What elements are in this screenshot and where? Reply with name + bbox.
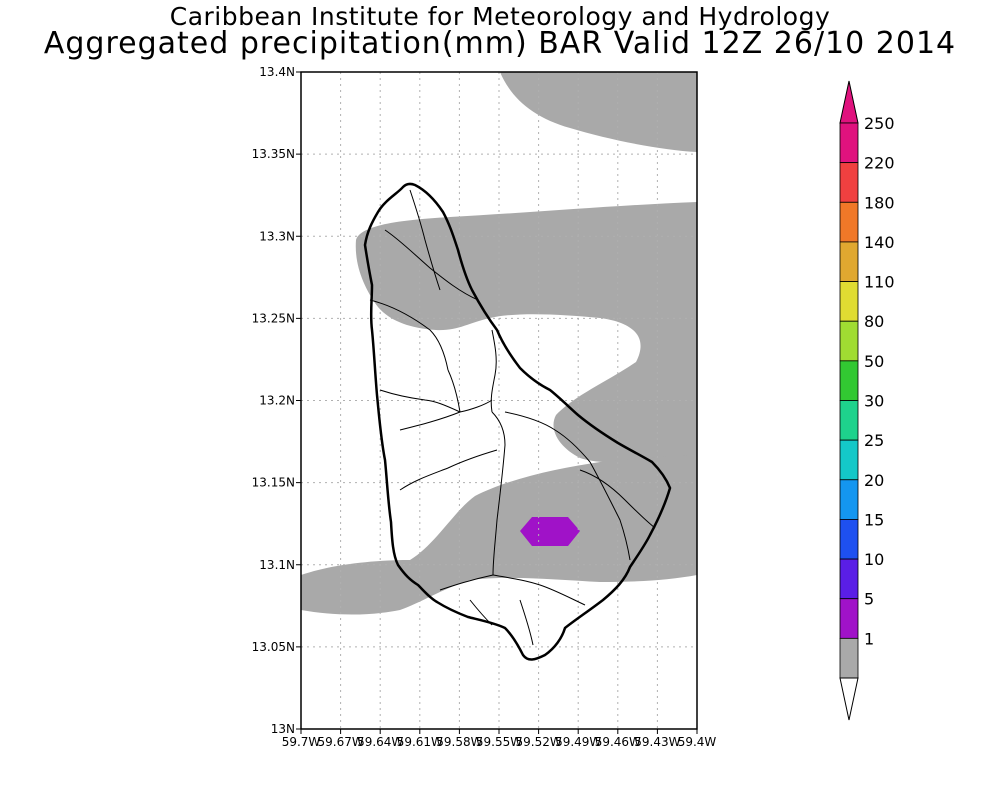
lat-tick-label: 13.3N: [259, 229, 295, 243]
lon-tick-label: 59.64W: [357, 735, 403, 749]
colorbar-segment: [839, 241, 859, 282]
lon-tick-label: 59.43W: [634, 735, 680, 749]
colorbar-label: 220: [864, 154, 895, 173]
colorbar-segment: [839, 479, 859, 520]
lat-tick-label: 13N: [271, 722, 295, 736]
lon-tick-label: 59.4W: [678, 735, 717, 749]
colorbar-segment: [839, 598, 859, 639]
precip-colorbar: 250 220 180 140 110 80 50 30 25 20 15 10 5 1: [839, 80, 895, 721]
lat-tick-label: 13.2N: [259, 394, 295, 408]
lat-tick-label: 13.1N: [259, 558, 295, 572]
colorbar-label: 30: [864, 392, 884, 411]
map-gridlines: [301, 72, 697, 729]
map-title-line2: Aggregated precipitation(mm) BAR Valid 1…: [43, 26, 957, 61]
colorbar-segment: [839, 360, 859, 401]
colorbar-label: 5: [864, 590, 874, 609]
colorbar-lower-arrow: [839, 677, 859, 721]
colorbar-segment: [839, 519, 859, 560]
lat-tick-label: 13.35N: [252, 147, 295, 161]
colorbar-segment: [839, 281, 859, 322]
lon-tick-label: 59.46W: [595, 735, 641, 749]
precip-area-1-5mm-north-band: [355, 202, 697, 463]
colorbar-segment: [839, 320, 859, 362]
colorbar-segment: [839, 558, 859, 600]
precip-area-1-5mm-northeast: [500, 72, 697, 152]
lon-tick-label: 59.52W: [515, 735, 561, 749]
colorbar-label: 20: [864, 471, 884, 490]
lat-tick-label: 13.15N: [252, 476, 295, 490]
colorbar-segment: [839, 201, 859, 243]
colorbar-segment: [839, 400, 859, 441]
colorbar-segment: [839, 122, 859, 164]
lon-tick-label: 59.49W: [555, 735, 601, 749]
colorbar-segment: [839, 162, 859, 203]
colorbar-upper-arrow: [839, 80, 859, 124]
lon-tick-label: 59.67W: [317, 735, 363, 749]
latitude-axis: 13N 13.05N 13.1N 13.15N 13.2N 13.25N 13.3N 13.3…: [252, 65, 301, 736]
colorbar-label: 250: [864, 114, 895, 133]
longitude-axis: 59.7W59.67W59.64W59.61W59.58W59.55W59.52…: [282, 729, 717, 749]
lat-tick-label: 13.25N: [252, 311, 295, 325]
precip-cell-5-10mm: [520, 517, 580, 546]
lon-tick-label: 59.58W: [436, 735, 482, 749]
colorbar-label: 10: [864, 550, 884, 569]
colorbar-label: 1: [864, 629, 874, 648]
colorbar-segment: [839, 439, 859, 481]
lon-tick-label: 59.61W: [397, 735, 443, 749]
colorbar-label: 140: [864, 233, 895, 252]
colorbar-label: 15: [864, 510, 884, 529]
colorbar-label: 80: [864, 312, 884, 331]
lon-tick-label: 59.7W: [282, 735, 321, 749]
colorbar-label: 180: [864, 193, 895, 212]
colorbar-label: 25: [864, 431, 884, 450]
colorbar-segment: [839, 637, 859, 679]
colorbar-label: 50: [864, 352, 884, 371]
colorbar-label: 110: [864, 273, 895, 292]
lat-tick-label: 13.05N: [252, 640, 295, 654]
barbados-coastline: [363, 182, 672, 661]
lon-tick-label: 59.55W: [476, 735, 522, 749]
lat-tick-label: 13.4N: [259, 65, 295, 79]
map-title-line1: Caribbean Institute for Meteorology and …: [169, 2, 831, 31]
